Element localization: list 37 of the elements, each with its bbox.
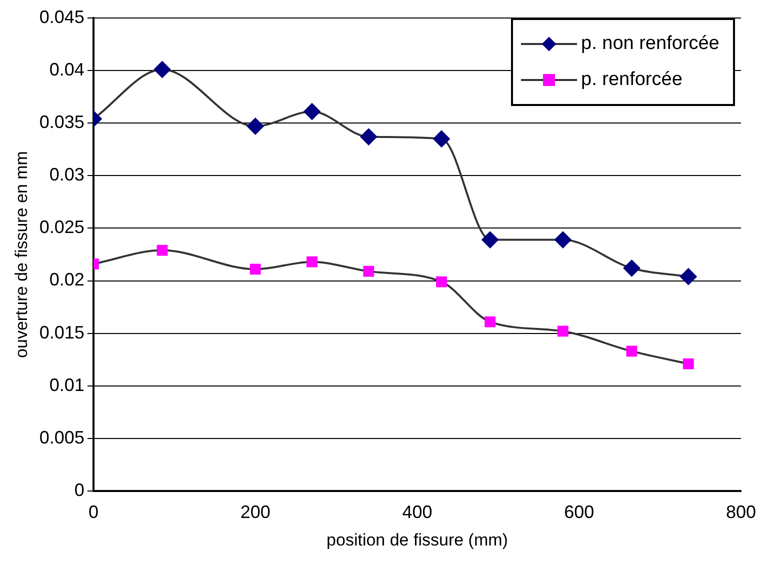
point xyxy=(626,346,638,357)
x-tick-label: 400 xyxy=(402,502,432,522)
y-tick-label: 0.01 xyxy=(49,374,84,395)
point xyxy=(250,264,261,275)
y-tick-label: 0.04 xyxy=(49,60,84,80)
point xyxy=(246,118,264,135)
y-tick-label: 0.015 xyxy=(39,322,84,342)
point xyxy=(623,260,640,277)
legend-label: p. non renforcée xyxy=(581,33,720,55)
point xyxy=(363,266,374,277)
x-tick-label: 800 xyxy=(726,502,756,522)
legend-label: p. renforcée xyxy=(581,69,682,91)
point xyxy=(360,128,378,146)
y-tick-label: 0.045 xyxy=(39,6,84,27)
point xyxy=(154,61,171,78)
point xyxy=(557,326,568,337)
point xyxy=(156,244,168,256)
x-axis-title: position de fissure (mm) xyxy=(326,530,508,550)
y-tick-label: 0.025 xyxy=(39,217,84,238)
point xyxy=(682,358,694,370)
point xyxy=(306,256,318,268)
y-tick-label: 0.03 xyxy=(49,164,84,185)
point xyxy=(554,231,572,248)
y-tick-label: 0 xyxy=(74,480,84,500)
y-axis-title: ouverture de fissure en mm xyxy=(12,151,31,358)
x-tick-label: 0 xyxy=(88,502,98,522)
y-tick-label: 0.035 xyxy=(39,112,84,132)
x-tick-label: 600 xyxy=(564,502,594,522)
point xyxy=(436,276,447,288)
y-tick-label: 0.02 xyxy=(49,270,84,290)
point xyxy=(482,231,499,248)
y-tick-label: 0.005 xyxy=(39,427,84,448)
point xyxy=(303,103,320,120)
x-tick-label: 200 xyxy=(240,502,270,522)
point xyxy=(433,130,450,148)
point xyxy=(484,316,496,328)
point xyxy=(680,268,697,286)
